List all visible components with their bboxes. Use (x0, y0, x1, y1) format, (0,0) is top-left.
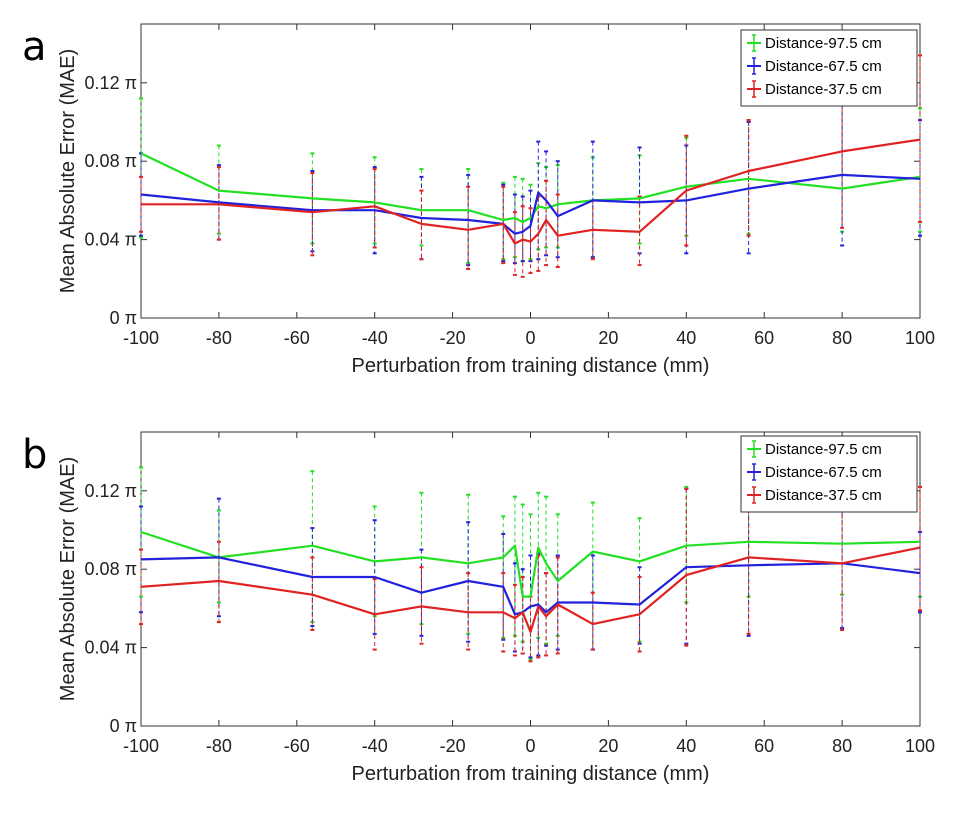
x-axis-label: Perturbation from training distance (mm) (352, 355, 710, 377)
x-tick-label: 100 (905, 736, 935, 756)
panel-label: a (22, 24, 47, 70)
x-tick-label: -40 (362, 328, 388, 348)
x-tick-label: 60 (754, 328, 774, 348)
series-line-1 (140, 152, 921, 224)
y-tick-label: 0 π (110, 308, 137, 328)
legend-label: Distance-67.5 cm (765, 58, 882, 75)
y-tick-label: 0.12 π (85, 73, 137, 93)
legend-box (740, 435, 918, 513)
legend-label: Distance-37.5 cm (765, 81, 882, 98)
y-axis-label: Mean Absolute Error (MAE) (57, 49, 79, 294)
x-tick-label: -100 (123, 328, 159, 348)
x-tick-label: 80 (832, 328, 852, 348)
x-tick-label: 20 (598, 736, 618, 756)
x-tick-label: -80 (206, 328, 232, 348)
x-tick-label: -40 (362, 736, 388, 756)
x-tick-label: 80 (832, 736, 852, 756)
legend: Distance-97.5 cm Distance-67.5 cm Distance… (740, 29, 918, 107)
legend-box (740, 29, 918, 107)
panel-a: a -100 -80 -60 -40 -20 0 20 40 60 80 100 0 π 0.04 π 0.… (22, 23, 935, 377)
y-tick-label: 0.08 π (85, 559, 137, 579)
legend-label: Distance-67.5 cm (765, 464, 882, 481)
legend-label: Distance-97.5 cm (765, 441, 882, 458)
legend-label: Distance-97.5 cm (765, 35, 882, 52)
x-tick-label: -100 (123, 736, 159, 756)
y-tick-label: 0.12 π (85, 481, 137, 501)
series-line-1 (140, 530, 921, 598)
x-tick-label: -80 (206, 736, 232, 756)
x-tick-label: 0 (525, 328, 535, 348)
x-tick-label: 40 (676, 328, 696, 348)
y-tick-label: 0 π (110, 716, 137, 736)
x-tick-label: 100 (905, 328, 935, 348)
legend-label: Distance-37.5 cm (765, 487, 882, 504)
series-line-2 (140, 556, 921, 616)
x-tick-label: 60 (754, 736, 774, 756)
x-tick-label: 20 (598, 328, 618, 348)
panel-label: b (22, 432, 47, 478)
y-tick-label: 0.04 π (85, 230, 137, 250)
x-tick-label: -20 (440, 328, 466, 348)
series-line-3 (140, 546, 921, 634)
y-tick-label: 0.08 π (85, 151, 137, 171)
legend: Distance-97.5 cm Distance-67.5 cm Distance… (740, 435, 918, 513)
x-tick-label: -20 (440, 736, 466, 756)
panel-b: b -100 -80 -60 -40 -20 0 20 40 60 80 100 0 π 0.04 π 0.… (22, 431, 935, 785)
y-axis-label: Mean Absolute Error (MAE) (57, 457, 79, 702)
x-axis-label: Perturbation from training distance (mm) (352, 763, 710, 785)
x-tick-label: 40 (676, 736, 696, 756)
x-tick-label: -60 (284, 736, 310, 756)
x-tick-label: 0 (525, 736, 535, 756)
series-line-3 (141, 138, 921, 245)
y-tick-label: 0.04 π (85, 638, 137, 658)
series-line-2 (140, 173, 921, 235)
x-tick-label: -60 (284, 328, 310, 348)
